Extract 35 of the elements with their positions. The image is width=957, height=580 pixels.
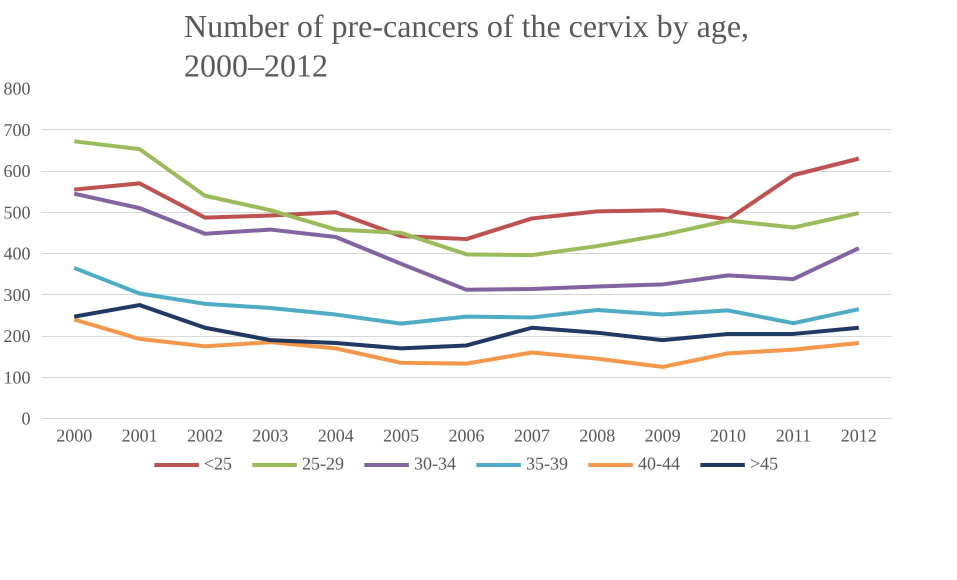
line-series xyxy=(72,266,861,326)
legend-label: 25-29 xyxy=(302,454,344,474)
y-tick-label: 700 xyxy=(4,120,30,140)
x-tick-label: 2004 xyxy=(318,426,354,446)
x-tick-label: 2003 xyxy=(252,426,288,446)
x-tick-label: 2006 xyxy=(448,426,484,446)
x-tick-label: 2007 xyxy=(514,426,550,446)
x-tick-label: 2001 xyxy=(122,426,158,446)
line-series xyxy=(72,303,861,350)
y-tick-label: 100 xyxy=(4,367,30,388)
line-series xyxy=(72,192,861,292)
x-tick-label: 2005 xyxy=(383,426,420,446)
legend-label: 35-39 xyxy=(526,454,568,474)
y-tick-label: 800 xyxy=(4,78,30,98)
legend-label: >45 xyxy=(750,454,778,474)
line-series xyxy=(72,139,861,258)
legend-label: 30-34 xyxy=(414,454,456,474)
y-tick-label: 500 xyxy=(4,202,30,222)
line-series xyxy=(72,156,861,242)
y-tick-label: 0 xyxy=(22,408,30,428)
legend-label: <25 xyxy=(204,454,232,474)
y-tick-label: 300 xyxy=(4,284,30,305)
x-tick-label: 2012 xyxy=(840,426,877,446)
x-tick-label: 2002 xyxy=(186,426,223,446)
y-tick-label: 400 xyxy=(4,244,30,264)
line-series xyxy=(72,318,861,369)
y-tick-label: 600 xyxy=(4,161,30,181)
x-tick-label: 2000 xyxy=(56,426,92,446)
x-tick-label: 2008 xyxy=(579,426,616,446)
y-tick-label: 200 xyxy=(4,326,30,346)
x-tick-label: 2010 xyxy=(710,426,746,446)
chart-title: Number of pre-cancers of the cervix by age, 2000–2012 xyxy=(184,8,750,84)
x-tick-label: 2009 xyxy=(644,426,681,446)
x-tick-label: 2011 xyxy=(776,426,812,446)
legend-label: 40-44 xyxy=(638,454,680,474)
